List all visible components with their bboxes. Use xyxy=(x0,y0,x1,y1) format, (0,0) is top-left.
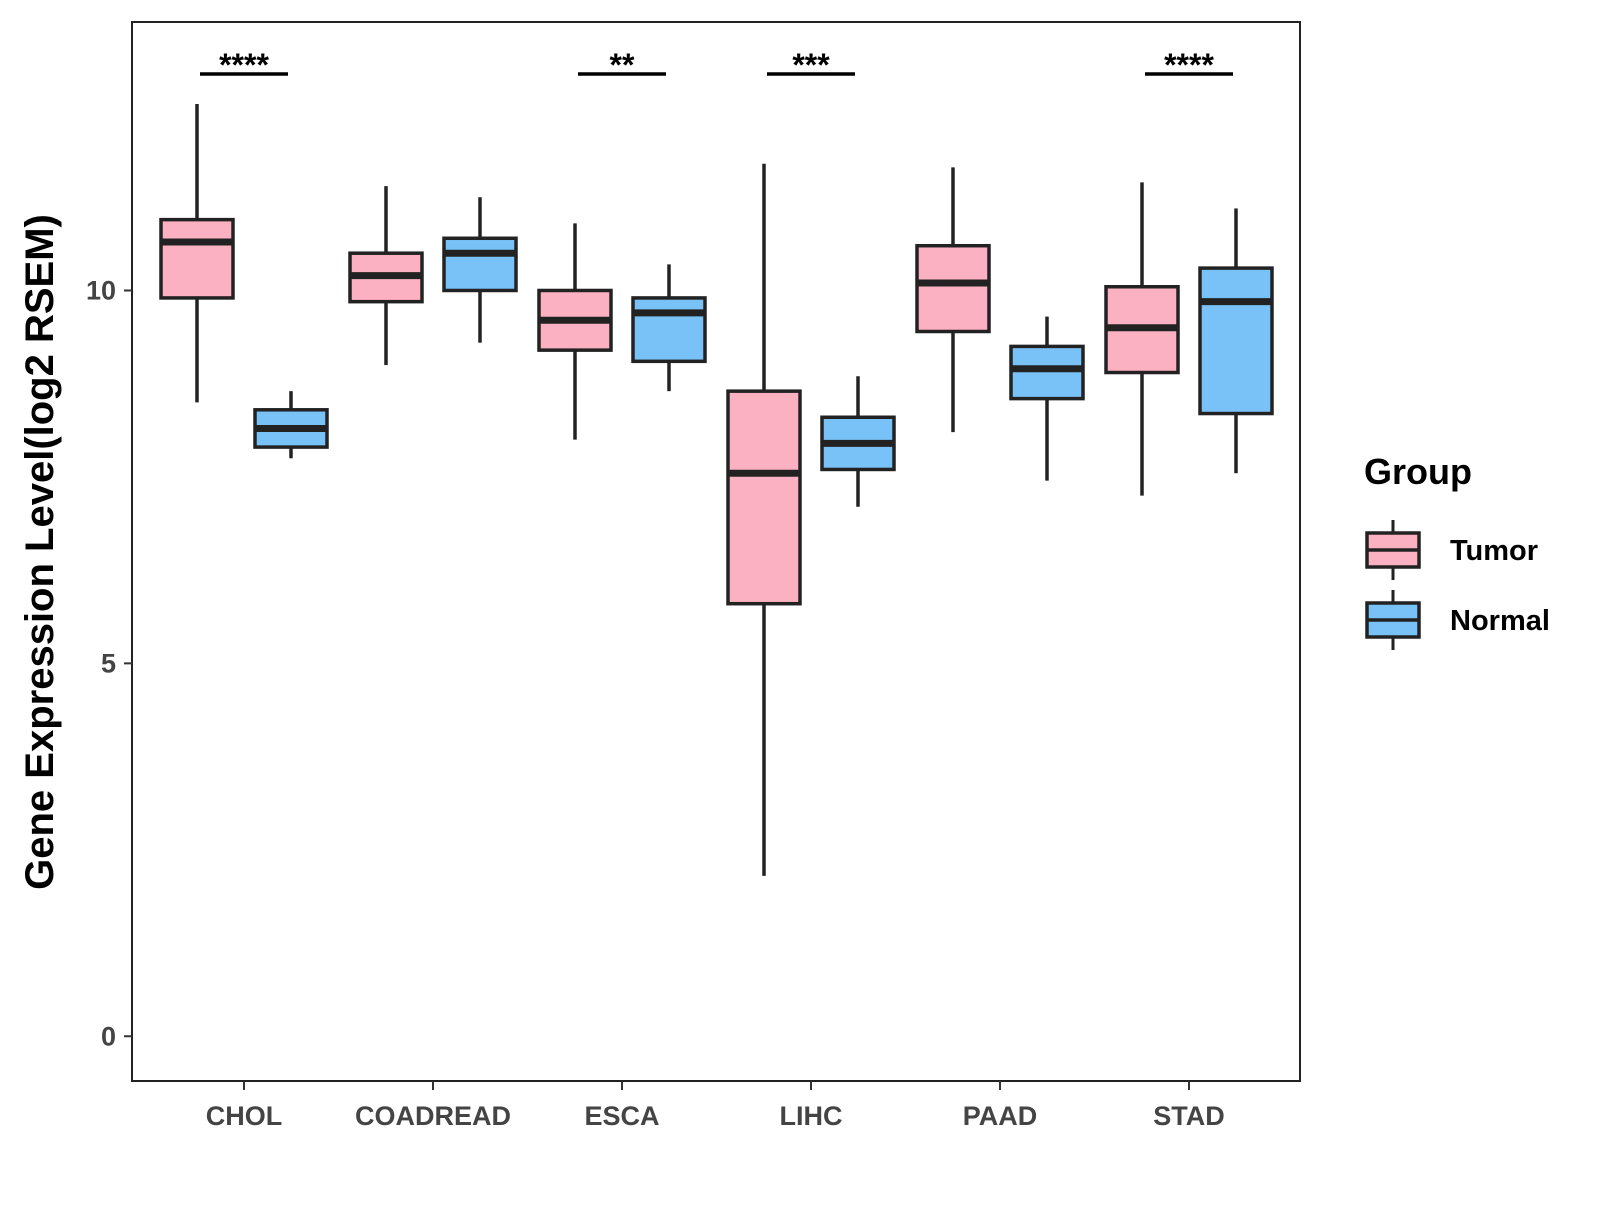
box-iqr xyxy=(915,243,991,334)
legend-item-normal: Normal xyxy=(1365,590,1550,650)
legend-item-tumor: Tumor xyxy=(1365,520,1538,580)
box-normal-stad xyxy=(1198,208,1274,474)
legend-title: Group xyxy=(1364,451,1472,492)
x-tick-label: STAD xyxy=(1153,1101,1225,1131)
significance-esca: ** xyxy=(578,47,666,83)
significance-label: **** xyxy=(1164,47,1214,83)
legend-label: Tumor xyxy=(1450,535,1538,567)
significance-lihc: *** xyxy=(767,47,855,83)
box-normal-chol xyxy=(253,391,329,459)
box-tumor-chol xyxy=(159,104,235,403)
box-iqr xyxy=(159,217,235,300)
significance-stad: **** xyxy=(1145,47,1233,83)
box-iqr xyxy=(1009,344,1085,401)
x-tick-label: COADREAD xyxy=(355,1101,511,1131)
box-iqr xyxy=(1198,266,1274,416)
box-tumor-coadread xyxy=(348,186,424,366)
y-axis-title: Gene Expression Level(log2 RSEM) xyxy=(18,214,62,890)
box-iqr xyxy=(442,236,518,293)
box-normal-paad xyxy=(1009,316,1085,481)
box-iqr xyxy=(726,389,802,606)
x-tick-label: ESCA xyxy=(584,1101,659,1131)
legend-label: Normal xyxy=(1450,605,1550,637)
box-normal-coadread xyxy=(442,197,518,343)
box-tumor-esca xyxy=(537,223,613,440)
y-tick-label: 5 xyxy=(101,648,116,678)
x-tick-label: CHOL xyxy=(206,1101,283,1131)
significance-label: ** xyxy=(610,47,635,83)
box-tumor-lihc xyxy=(726,163,802,876)
box-normal-esca xyxy=(631,264,707,392)
y-tick-label: 0 xyxy=(101,1021,116,1051)
box-tumor-paad xyxy=(915,167,991,433)
box-normal-lihc xyxy=(820,376,896,507)
y-tick-label: 10 xyxy=(86,275,116,305)
significance-label: *** xyxy=(792,47,830,83)
box-tumor-stad xyxy=(1104,182,1180,496)
significance-chol: **** xyxy=(200,47,288,83)
legend: Tumor Normal xyxy=(1365,520,1550,650)
significance-label: **** xyxy=(219,47,269,83)
plot-panel-border xyxy=(131,21,1301,1082)
x-tick-label: LIHC xyxy=(780,1101,843,1131)
x-tick-label: PAAD xyxy=(963,1101,1038,1131)
box-iqr xyxy=(631,296,707,364)
